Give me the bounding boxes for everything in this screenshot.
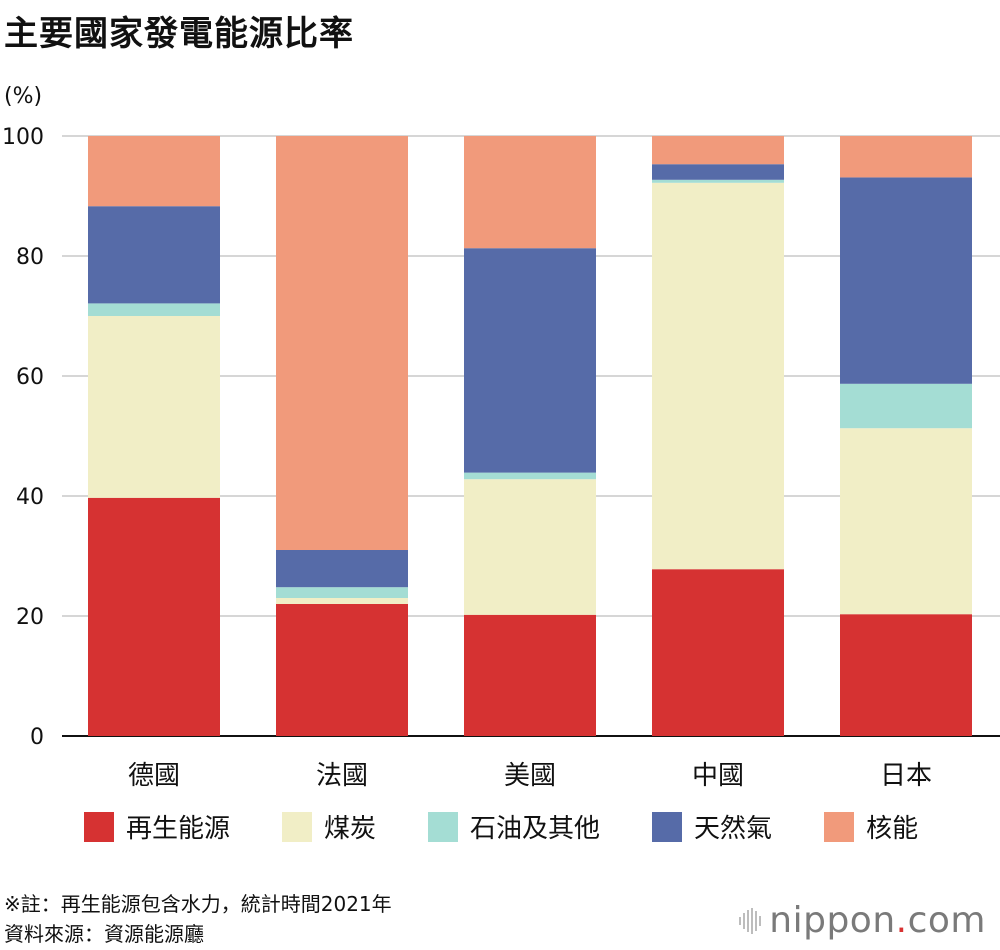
legend-swatch-renewable — [84, 811, 114, 842]
bar-segment-oil-1 — [276, 587, 408, 598]
y-tick-label-100: 100 — [2, 125, 44, 150]
bar-segment-gas-3 — [652, 164, 784, 180]
legend-item-nuclear: 核能 — [824, 808, 918, 845]
legend-label-renewable: 再生能源 — [126, 814, 231, 844]
legend-label-oil: 石油及其他 — [470, 814, 601, 844]
bar-segment-oil-4 — [840, 383, 972, 429]
brand-name: nippon.com — [769, 900, 986, 941]
legend-label-nuclear: 核能 — [866, 814, 919, 844]
stacked-bar-chart: 0 20 40 60 80 100 德國 法國 美國 中國 日本 — [2, 125, 1000, 791]
y-tick-label-0: 0 — [30, 725, 44, 750]
y-axis-unit: (%) — [4, 84, 43, 109]
bar-segment-nuclear-1 — [276, 136, 408, 550]
bar-segment-coal-4 — [840, 428, 972, 615]
chart-title: 主要國家發電能源比率 — [4, 14, 354, 54]
bar-segment-nuclear-4 — [840, 136, 972, 178]
bar-segment-nuclear-3 — [652, 136, 784, 165]
x-tick-label-2: 美國 — [504, 761, 556, 791]
y-tick-label-60: 60 — [16, 365, 44, 390]
bar-segment-renewable-1 — [276, 604, 408, 736]
bar-segment-gas-2 — [464, 248, 596, 473]
x-tick-label-4: 日本 — [880, 761, 932, 791]
legend-swatch-coal — [282, 811, 313, 842]
bar-segment-nuclear-0 — [88, 136, 220, 207]
bar-segment-nuclear-2 — [464, 136, 596, 249]
bar-segment-coal-1 — [276, 598, 408, 604]
bar-segment-renewable-3 — [652, 569, 784, 736]
source-note: 資料來源：資源能源廳 — [4, 922, 204, 946]
y-tick-label-80: 80 — [16, 245, 44, 270]
x-tick-label-0: 德國 — [128, 761, 180, 791]
bar-segment-oil-3 — [652, 179, 784, 183]
brand-logo: nippon.com — [739, 900, 986, 941]
legend-item-oil: 石油及其他 — [428, 808, 600, 845]
legend-swatch-gas — [652, 811, 683, 842]
x-tick-label-1: 法國 — [316, 761, 368, 791]
bar-segment-gas-4 — [840, 177, 972, 384]
bar-segment-coal-2 — [464, 479, 596, 615]
y-tick-label-20: 20 — [16, 605, 44, 630]
bar-segment-coal-0 — [88, 316, 220, 498]
bar-segment-renewable-2 — [464, 614, 596, 736]
bar-segment-renewable-4 — [840, 614, 972, 736]
bar-segment-gas-0 — [88, 206, 220, 304]
bar-segment-oil-2 — [464, 472, 596, 480]
bar-segment-renewable-0 — [88, 497, 220, 736]
footnote: ※註：再生能源包含水力，統計時間2021年 — [4, 892, 392, 916]
legend-item-coal: 煤炭 — [282, 808, 376, 845]
legend-item-renewable: 再生能源 — [84, 808, 230, 845]
bar-segment-oil-0 — [88, 303, 220, 316]
legend-label-coal: 煤炭 — [324, 814, 377, 844]
legend-label-gas: 天然氣 — [694, 814, 773, 844]
bar-segment-coal-3 — [652, 182, 784, 570]
y-tick-label-40: 40 — [16, 485, 44, 510]
legend-swatch-nuclear — [824, 811, 855, 842]
chart-legend: 再生能源 煤炭 石油及其他 天然氣 核能 — [84, 808, 970, 845]
legend-item-gas: 天然氣 — [652, 808, 772, 845]
bar-segment-gas-1 — [276, 550, 408, 588]
x-tick-label-3: 中國 — [692, 761, 744, 791]
nippon-bars-icon — [739, 907, 762, 934]
legend-swatch-oil — [428, 811, 459, 842]
